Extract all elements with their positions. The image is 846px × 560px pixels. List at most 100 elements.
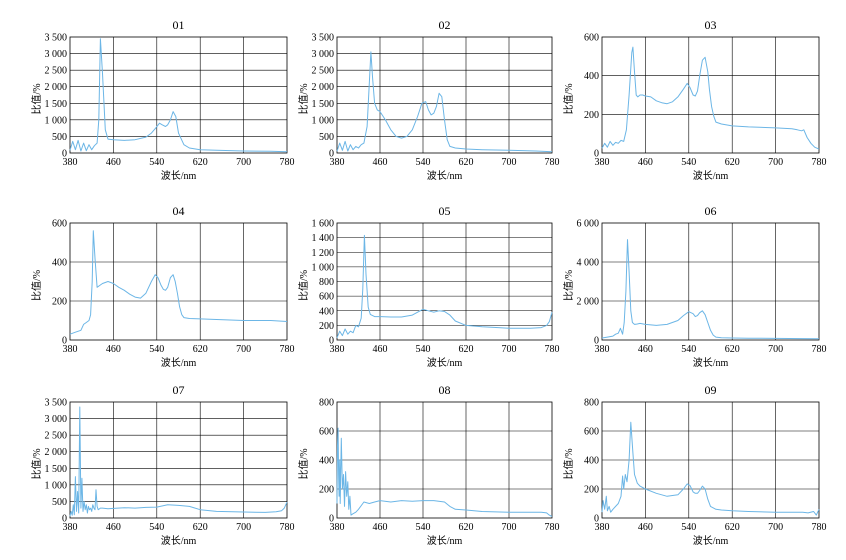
plot-group: 05 380 460 540 620 700 780 0 200 400 600 800 1 000 1 … — [297, 204, 560, 369]
y-tick-label: 500 — [52, 132, 67, 143]
x-tick-label: 780 — [280, 344, 295, 355]
plot-group: 06 380 460 540 620 700 780 0 2 000 4 000 6 000 波长/n… — [562, 204, 827, 369]
x-tick-label: 380 — [63, 157, 78, 168]
spectrum-line — [336, 51, 553, 153]
spectrum-line — [336, 234, 553, 338]
plot-group: 03 380 460 540 620 700 780 0 200 400 600 波长/nm 比值/% — [562, 18, 827, 182]
plot-group: 09 380 460 540 620 700 780 0 200 400 600 800 波长/nm 比值… — [562, 383, 827, 547]
x-tick-label: 460 — [106, 522, 121, 533]
y-tick-label: 2 500 — [312, 66, 335, 77]
spectrum-line — [601, 239, 820, 340]
y-axis-label: 比值/% — [297, 83, 310, 114]
x-tick-label: 540 — [416, 344, 431, 355]
chart-svg: 03 380 460 540 620 700 780 0 200 400 600 波长/nm 比值/% — [562, 18, 827, 182]
y-tick-label: 3 500 — [312, 33, 335, 44]
x-tick-label: 700 — [502, 344, 517, 355]
chart-title: 07 — [173, 383, 185, 397]
x-tick-label: 620 — [459, 344, 474, 355]
x-tick-label: 540 — [681, 157, 696, 168]
x-tick-label: 620 — [725, 157, 740, 168]
plot-frame — [601, 222, 820, 341]
x-axis-label: 波长/nm — [161, 169, 197, 182]
x-tick-label: 540 — [416, 522, 431, 533]
y-tick-label: 200 — [319, 321, 334, 332]
x-tick-label: 780 — [545, 522, 560, 533]
x-tick-label: 540 — [149, 344, 164, 355]
y-tick-label: 1 000 — [45, 115, 68, 126]
chart-title: 05 — [439, 204, 451, 218]
x-tick-label: 700 — [236, 157, 251, 168]
y-axis-label: 比值/% — [562, 270, 575, 301]
x-tick-label: 380 — [595, 157, 610, 168]
y-axis-label: 比值/% — [30, 448, 43, 479]
x-tick-label: 620 — [725, 344, 740, 355]
y-tick-label: 200 — [584, 485, 599, 496]
y-tick-label: 0 — [594, 336, 599, 347]
y-tick-label: 1 000 — [45, 480, 68, 491]
y-tick-label: 600 — [319, 292, 334, 303]
y-tick-label: 2 000 — [45, 82, 68, 93]
chart-panel-07: 07 380 460 540 620 700 780 0 500 1 000 1 500 2 000 2… — [4, 376, 295, 560]
chart-title: 09 — [705, 383, 717, 397]
x-tick-label: 780 — [545, 157, 560, 168]
plot-group: 04 380 460 540 620 700 780 0 200 400 600 波长/nm 比值/% — [30, 204, 295, 369]
chart-panel-01: 01 380 460 540 620 700 780 0 500 1 000 1 500 2 000 2… — [4, 11, 295, 195]
plot-group: 07 380 460 540 620 700 780 0 500 1 000 1 500 2 000 2… — [30, 383, 295, 547]
y-axis-label: 比值/% — [562, 448, 575, 479]
x-axis-label: 波长/nm — [693, 169, 729, 182]
y-tick-label: 1 200 — [312, 248, 335, 259]
x-tick-label: 700 — [502, 522, 517, 533]
x-tick-label: 380 — [595, 522, 610, 533]
x-axis-label: 波长/nm — [161, 534, 197, 547]
chart-svg: 09 380 460 540 620 700 780 0 200 400 600 800 波长/nm 比值… — [562, 383, 827, 547]
x-tick-label: 460 — [106, 157, 121, 168]
y-tick-label: 3 000 — [312, 49, 335, 60]
spectrum-line — [336, 427, 553, 517]
y-tick-label: 1 500 — [45, 99, 68, 110]
y-tick-label: 0 — [329, 149, 334, 160]
y-tick-label: 200 — [319, 485, 334, 496]
x-tick-label: 700 — [236, 522, 251, 533]
chart-panel-04: 04 380 460 540 620 700 780 0 200 400 600 波长/nm 比值/% — [4, 197, 295, 381]
x-tick-label: 380 — [330, 157, 345, 168]
y-tick-label: 1 000 — [312, 262, 335, 273]
chart-svg: 07 380 460 540 620 700 780 0 500 1 000 1 500 2 000 2… — [30, 383, 295, 547]
y-tick-label: 2 000 — [577, 297, 600, 308]
x-tick-label: 380 — [63, 522, 78, 533]
y-tick-label: 800 — [319, 398, 334, 409]
y-tick-label: 500 — [319, 132, 334, 143]
plot-group: 02 380 460 540 620 700 780 0 500 1 000 1 500 2 000 2… — [297, 18, 560, 182]
spectrum-line — [69, 406, 288, 517]
spectrum-line — [69, 230, 288, 335]
chart-title: 06 — [705, 204, 717, 218]
x-tick-label: 460 — [638, 157, 653, 168]
y-tick-label: 400 — [319, 306, 334, 317]
x-tick-label: 700 — [768, 344, 783, 355]
y-tick-label: 600 — [319, 427, 334, 438]
chart-panel-03: 03 380 460 540 620 700 780 0 200 400 600 波长/nm 比值/% — [536, 11, 827, 195]
x-tick-label: 540 — [149, 522, 164, 533]
y-tick-label: 600 — [52, 219, 67, 230]
y-tick-label: 800 — [319, 277, 334, 288]
x-tick-label: 620 — [193, 522, 208, 533]
x-tick-label: 460 — [373, 157, 388, 168]
chart-panel-06: 06 380 460 540 620 700 780 0 2 000 4 000 6 000 波长/n… — [536, 197, 827, 381]
x-tick-label: 540 — [149, 157, 164, 168]
y-tick-label: 0 — [329, 336, 334, 347]
y-axis-label: 比值/% — [30, 83, 43, 114]
plot-frame — [336, 36, 553, 154]
x-tick-label: 780 — [545, 344, 560, 355]
y-tick-label: 3 500 — [45, 33, 68, 44]
chart-svg: 08 380 460 540 620 700 780 0 200 400 600 800 波长/nm 比值… — [297, 383, 560, 547]
spectrum-line — [69, 38, 288, 153]
y-tick-label: 1 400 — [312, 233, 335, 244]
plot-frame — [601, 36, 820, 154]
y-tick-label: 1 000 — [312, 115, 335, 126]
y-tick-label: 600 — [584, 33, 599, 44]
y-tick-label: 400 — [584, 71, 599, 82]
y-axis-label: 比值/% — [562, 83, 575, 114]
y-tick-label: 2 500 — [45, 66, 68, 77]
x-tick-label: 700 — [768, 522, 783, 533]
chart-title: 02 — [439, 18, 451, 32]
chart-title: 08 — [439, 383, 451, 397]
